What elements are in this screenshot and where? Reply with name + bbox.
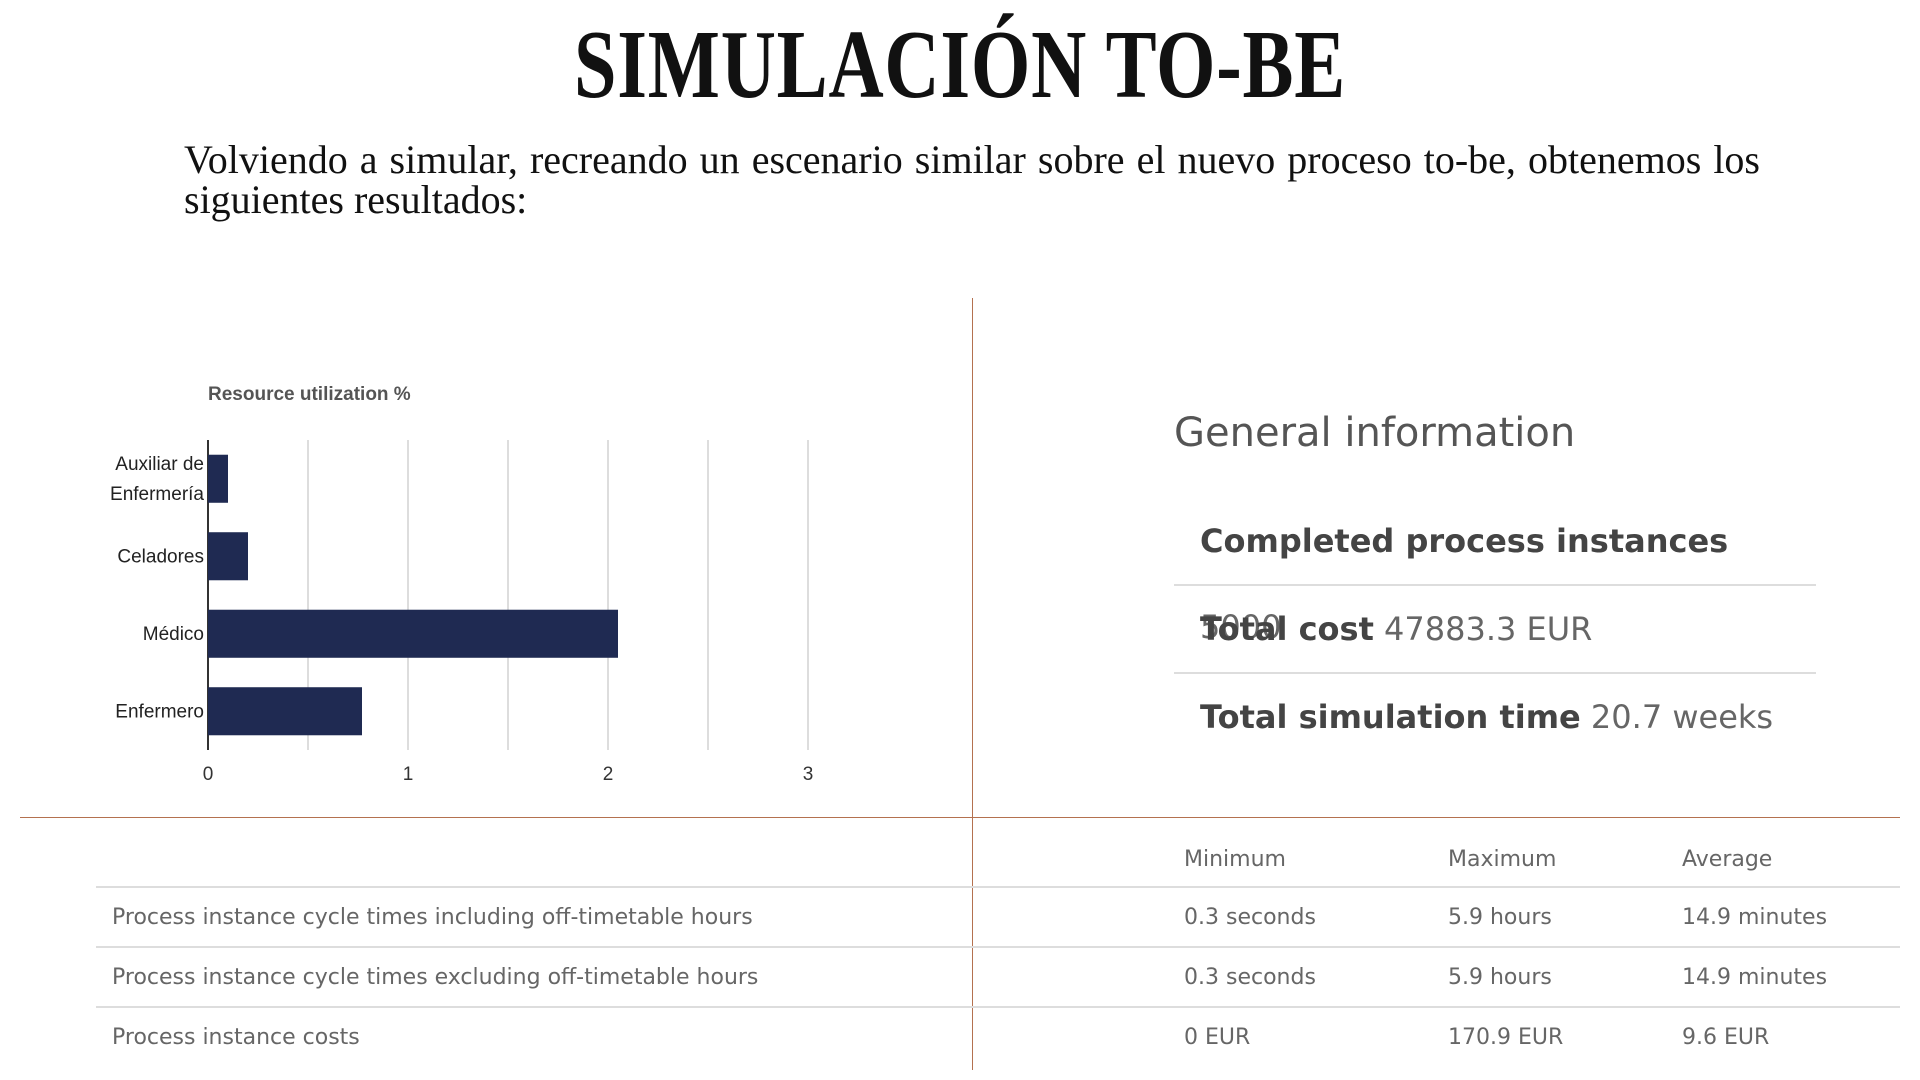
category-label: Celadores [117, 546, 204, 567]
info-row-completed: Completed process instances 5000 [1174, 498, 1816, 646]
info-row-simulation-time: Total simulation time 20.7 weeks [1174, 674, 1816, 760]
x-tick-label: 3 [803, 764, 814, 785]
cell-average: 9.6 EUR [1682, 1024, 1770, 1050]
category-label: Enfermero [115, 701, 204, 722]
resource-utilization-chart: Resource utilization % Auxiliar de Enferm… [110, 384, 814, 785]
table-row: Process instance cycle times excluding o… [96, 947, 1900, 1007]
cell-average: 14.9 minutes [1682, 964, 1828, 990]
cell-maximum: 170.9 EUR [1448, 1024, 1564, 1050]
info-value: 20.7 weeks [1590, 698, 1774, 736]
row-label: Process instance cycle times including o… [112, 904, 753, 930]
table-header-row: Minimum Maximum Average [96, 832, 1900, 888]
row-label: Process instance costs [112, 1024, 360, 1050]
info-label: Completed process instances [1200, 522, 1729, 560]
cell-maximum: 5.9 hours [1448, 904, 1552, 930]
statistics-table: Minimum Maximum Average Process instance… [96, 832, 1900, 1066]
bar [208, 532, 248, 581]
cell-minimum: 0 EUR [1184, 1024, 1251, 1050]
horizontal-divider [20, 817, 1900, 818]
table-row: Process instance costs 0 EUR 170.9 EUR 9… [96, 1007, 1900, 1066]
x-tick-label: 0 [203, 764, 214, 785]
chart-bars [208, 454, 618, 736]
vertical-divider [972, 298, 973, 1070]
chart-category-labels: Auxiliar de Enfermería Celadores Médico Enfe… [110, 454, 204, 723]
cell-minimum: 0.3 seconds [1184, 904, 1316, 930]
general-information-panel: General information Completed process in… [1174, 410, 1816, 760]
cell-minimum: 0.3 seconds [1184, 964, 1316, 990]
category-label: Auxiliar de Enfermería [110, 454, 204, 505]
chart-title: Resource utilization % [208, 384, 411, 405]
info-row-total-cost: Total cost 47883.3 EUR [1174, 586, 1816, 674]
category-label: Médico [143, 624, 204, 645]
intro-text: Volviendo a simular, recreando un escena… [184, 137, 1760, 222]
chart-x-ticks: 0 1 2 3 [203, 764, 814, 785]
header-minimum: Minimum [1168, 832, 1432, 888]
table-row: Process instance cycle times including o… [96, 887, 1900, 947]
bar [208, 454, 228, 503]
cell-average: 14.9 minutes [1682, 904, 1828, 930]
general-info-title: General information [1174, 410, 1576, 456]
row-label: Process instance cycle times excluding o… [112, 964, 759, 990]
cell-maximum: 5.9 hours [1448, 964, 1552, 990]
bar [208, 687, 362, 736]
info-value: 47883.3 EUR [1384, 610, 1593, 648]
header-average: Average [1666, 832, 1900, 888]
slide-title: SIMULACIÓN TO-BE [573, 11, 1347, 119]
bar [208, 609, 618, 658]
header-blank [96, 832, 1168, 888]
info-label: Total cost [1200, 610, 1374, 648]
header-maximum: Maximum [1432, 832, 1666, 888]
info-label: Total simulation time [1200, 698, 1581, 736]
x-tick-label: 2 [603, 764, 614, 785]
x-tick-label: 1 [403, 764, 414, 785]
info-value: 5000 [1200, 608, 1282, 646]
